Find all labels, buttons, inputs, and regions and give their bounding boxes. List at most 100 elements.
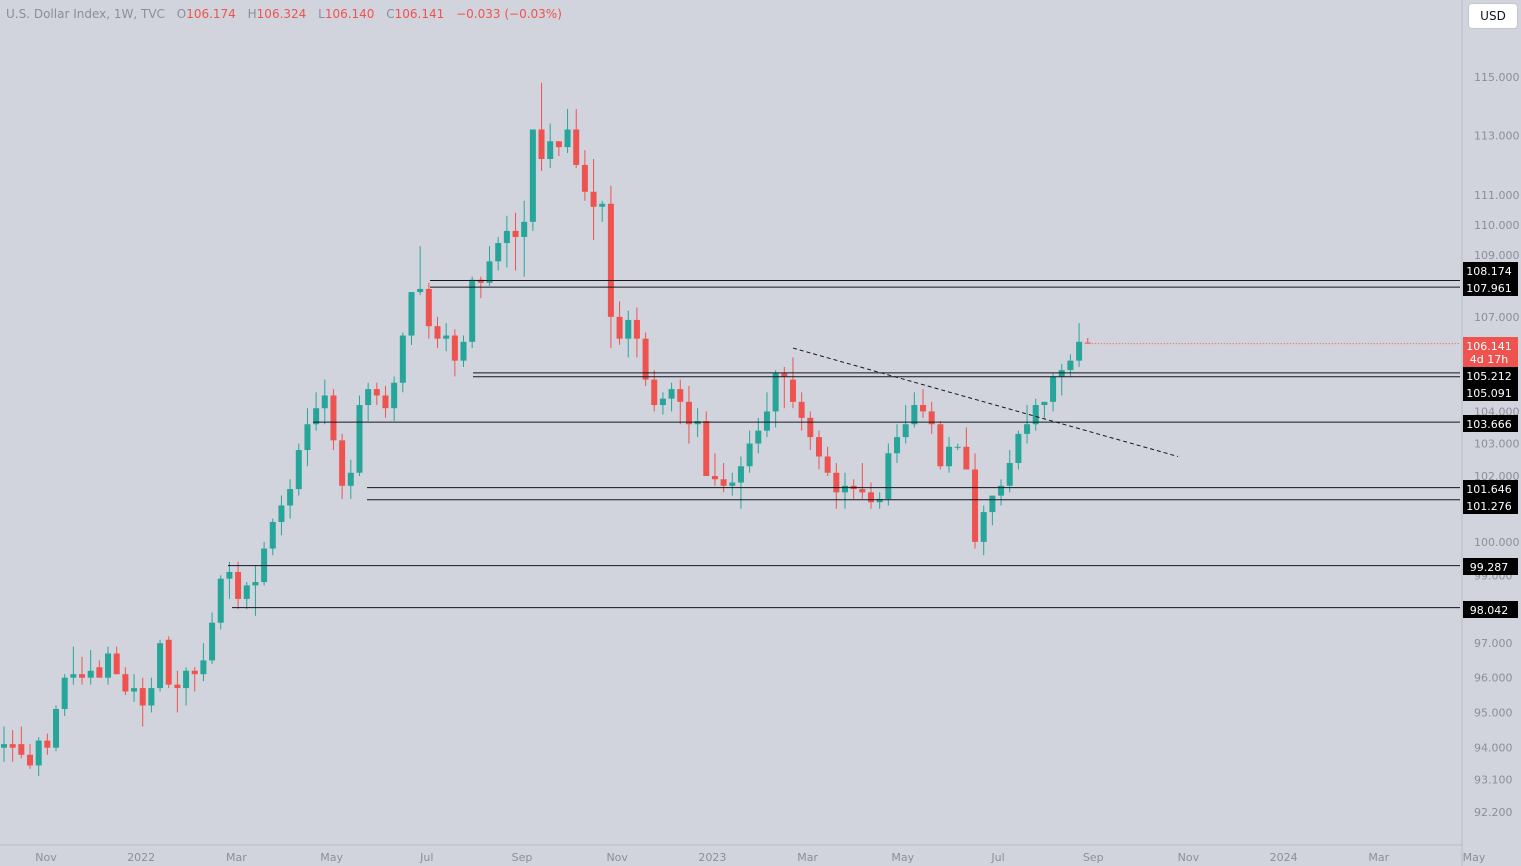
candle-body (1024, 424, 1031, 434)
level-price-tag (1463, 480, 1518, 497)
candle-body (443, 335, 450, 339)
candle-body (339, 440, 346, 486)
x-tick-label: Sep (1083, 851, 1104, 864)
y-tick-label: 103.000 (1474, 438, 1520, 451)
low-value: 106.140 (324, 7, 375, 21)
candle-body (87, 670, 94, 678)
candle-body (9, 744, 16, 748)
candle-body (35, 740, 42, 766)
candle-body (269, 521, 276, 549)
level-price-tag (1463, 279, 1518, 296)
candle-body (295, 450, 302, 490)
x-tick-label: Jul (419, 851, 433, 864)
candle-body (659, 398, 666, 406)
candle-body (868, 492, 874, 503)
candle-body (157, 643, 164, 689)
candle-body (53, 708, 60, 748)
x-tick-label: Sep (512, 851, 533, 864)
candle-body (789, 379, 796, 402)
candle-body (27, 754, 34, 766)
candle-body (651, 379, 658, 406)
candle-body (79, 674, 86, 678)
symbol-title: U.S. Dollar Index, 1W, TVC (6, 7, 165, 21)
candle-body (928, 411, 935, 425)
candle-body (824, 456, 831, 473)
candle-body (841, 485, 848, 493)
candle-body (217, 578, 224, 623)
candle-body (555, 141, 562, 148)
open-label: O (176, 7, 187, 21)
candle-body (625, 319, 632, 339)
candle-body (573, 129, 580, 165)
candle-body (191, 670, 198, 675)
x-tick-label: Mar (1368, 851, 1389, 864)
y-tick-label: 109.000 (1474, 249, 1520, 262)
candle-body (70, 674, 77, 678)
candle-body (815, 437, 822, 457)
candle-body (729, 482, 736, 486)
y-tick-label: 97.000 (1474, 637, 1513, 650)
currency-button[interactable]: USD (1468, 3, 1518, 29)
trendline (792, 347, 1179, 457)
candle-body (859, 489, 866, 493)
candle-body (963, 446, 970, 470)
candle-body (200, 660, 207, 675)
candle-body (616, 316, 623, 339)
y-tick-label: 100.000 (1474, 536, 1520, 549)
y-tick-label: 95.000 (1474, 706, 1513, 719)
candle-body (148, 688, 155, 706)
candle-body (18, 744, 25, 755)
candle-body (642, 338, 649, 380)
level-price-label: 108.174 (1466, 265, 1512, 278)
symbol-header: U.S. Dollar Index, 1W, TVC O106.174 H106… (6, 7, 562, 21)
level-price-tag (1463, 497, 1518, 514)
y-tick-label: 107.000 (1474, 311, 1520, 324)
candle-body (937, 424, 944, 467)
candle-body (330, 395, 337, 441)
candle-body (772, 373, 779, 412)
x-tick-label: May (320, 851, 343, 864)
candle-body (165, 639, 172, 685)
x-tick-label: 2024 (1270, 851, 1298, 864)
candle-body (972, 469, 979, 542)
candle-body (347, 472, 354, 486)
candle-body (668, 389, 675, 399)
x-tick-label: Jul (990, 851, 1004, 864)
candle-body (96, 667, 103, 678)
close-label: C (386, 7, 395, 21)
candle-body (174, 684, 181, 689)
candle-body (434, 326, 441, 339)
candle-body (425, 288, 432, 327)
y-tick-label: 93.100 (1474, 774, 1513, 787)
candle-body (278, 505, 285, 522)
y-tick-label: 113.000 (1474, 129, 1520, 142)
y-tick-label: 111.000 (1474, 189, 1520, 202)
candle-body (226, 571, 233, 579)
candle-body (373, 389, 380, 396)
level-price-label: 98.042 (1470, 604, 1509, 617)
candle-body (1006, 462, 1013, 486)
candle-body (313, 408, 320, 425)
candle-body (807, 417, 814, 438)
candle-body (911, 405, 918, 425)
candle-body (677, 389, 684, 402)
y-tick-label: 96.000 (1474, 672, 1513, 685)
y-tick-label: 115.000 (1474, 71, 1520, 84)
level-price-label: 105.091 (1466, 387, 1512, 400)
candle-body (495, 243, 502, 262)
y-tick-label: 102.000 (1474, 470, 1520, 483)
candle-body (590, 191, 597, 207)
candle-body (356, 405, 363, 473)
candle-body (599, 203, 606, 207)
level-price-tag (1463, 558, 1518, 575)
candle-body (538, 129, 545, 159)
candle-body (503, 230, 510, 244)
candle-body (521, 221, 528, 237)
level-price-tag (1463, 367, 1518, 384)
level-price-label: 107.961 (1466, 282, 1512, 295)
open-value: 106.174 (186, 7, 236, 21)
candle-body (105, 653, 112, 678)
candle-body (746, 443, 753, 467)
